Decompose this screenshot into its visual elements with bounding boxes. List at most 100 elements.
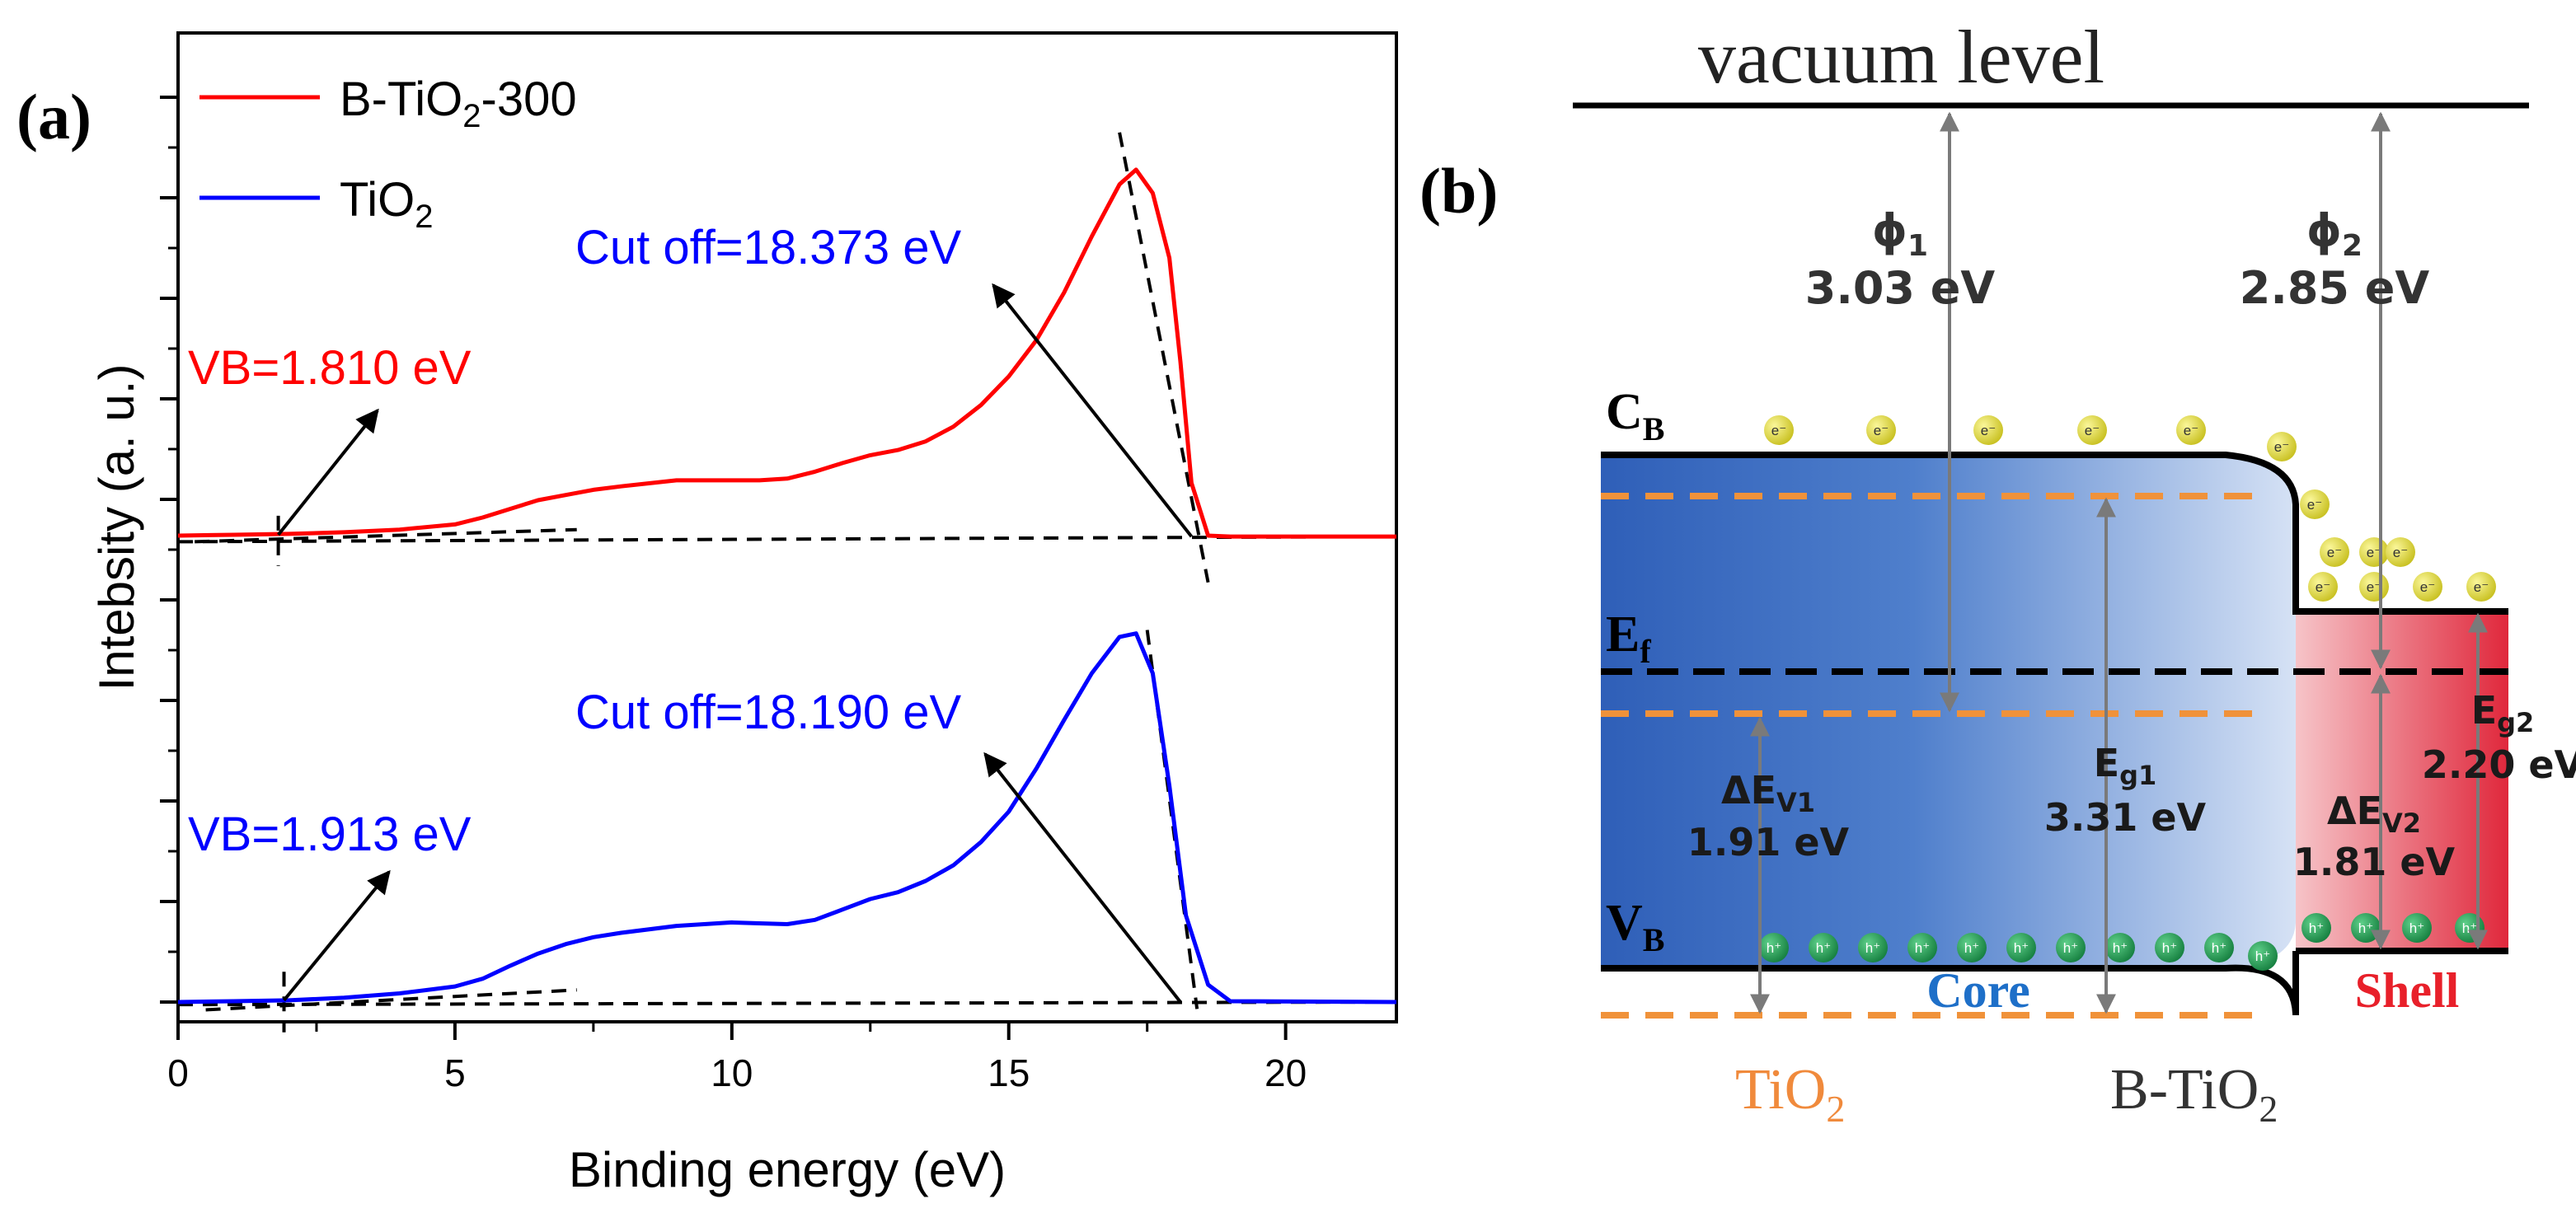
electron-symbol: e⁻: [2393, 545, 2408, 560]
hole-symbol: h⁺: [1915, 940, 1930, 956]
electron: [2308, 572, 2338, 602]
legend-label-tio2: TiO2: [340, 173, 434, 235]
vb-tangent-tio2: [205, 988, 577, 1012]
hole-symbol: h⁺: [1865, 940, 1880, 956]
hole-symbol: h⁺: [1964, 940, 1979, 956]
electron-symbol: e⁻: [2307, 497, 2322, 513]
hole: [2056, 933, 2086, 962]
cb-label: CB: [1606, 384, 1664, 447]
eg1-label: Eg1: [2094, 741, 2157, 791]
electron: [2320, 537, 2349, 567]
arrow-cutoff-tio2: [983, 752, 1182, 1004]
hole-symbol: h⁺: [2063, 940, 2078, 956]
eg1-value: 3.31 eV: [2044, 795, 2207, 840]
electron-symbol: e⁻: [2327, 545, 2342, 560]
phi2-value: 2.85 eV: [2240, 262, 2430, 314]
energy-arrows: [1750, 111, 2488, 1014]
hole-symbol: h⁺: [1767, 940, 1781, 956]
series-lines: [177, 167, 1397, 1005]
annotation-cutoff-b-tio2: Cut off=18.373 eV: [575, 221, 961, 274]
electron-symbol: e⁻: [2316, 579, 2330, 595]
electron: [1764, 415, 1794, 445]
electron: [2466, 572, 2496, 602]
core-label: Core: [1926, 963, 2030, 1018]
hole-symbol: h⁺: [2462, 920, 2477, 936]
annotation-cutoff-tio2: Cut off=18.190 eV: [575, 686, 961, 739]
shell-label: Shell: [2355, 963, 2460, 1018]
x-tick-label: 20: [1265, 1051, 1307, 1094]
phi2-label: ϕ2: [2306, 204, 2363, 263]
electron-symbol: e⁻: [1771, 423, 1786, 438]
electron: [1866, 415, 1896, 445]
holes: h⁺ h⁺ h⁺ h⁺ h⁺ h⁺ h⁺ h⁺ h⁺ h⁺ h⁺ h⁺ h⁺ h⁺ h⁺: [1759, 913, 2485, 971]
eg2-label: Eg2: [2471, 688, 2535, 738]
electron-symbol: e⁻: [2474, 579, 2489, 595]
hole: [1907, 933, 1937, 962]
baseline-b-tio2: [177, 535, 1397, 544]
ef-label: Ef: [1606, 606, 1651, 670]
electron-symbol: e⁻: [2085, 423, 2100, 438]
phi1-value: 3.03 eV: [1805, 262, 1996, 314]
hole: [2402, 913, 2432, 943]
hole-symbol: h⁺: [2309, 920, 2324, 936]
tio2-label: TiO2: [1735, 1058, 1845, 1130]
electron-symbol: e⁻: [1874, 423, 1889, 438]
hole-symbol: h⁺: [1816, 940, 1831, 956]
annotation-vb-b-tio2: VB=1.810 eV: [188, 341, 472, 395]
hole-symbol: h⁺: [2409, 920, 2424, 936]
legend: B-TiO2-300 TiO2: [199, 73, 577, 235]
hole-symbol: h⁺: [2255, 948, 2270, 964]
electron: [1973, 415, 2003, 445]
electron: [2300, 489, 2330, 519]
hole: [2302, 913, 2331, 943]
x-axis-label: Binding energy (eV): [569, 1142, 1006, 1197]
vb-tangent-b-tio2: [195, 527, 577, 544]
electron-symbol: e⁻: [1981, 423, 1996, 438]
x-tick-label: 0: [167, 1051, 189, 1094]
hole-symbol: h⁺: [2212, 940, 2226, 956]
hole: [2248, 941, 2278, 971]
x-axis-ticks: 0 5 10 15 20: [167, 1022, 1307, 1094]
electron-symbol: e⁻: [2420, 579, 2435, 595]
conduction-band-edge: [1601, 452, 2508, 615]
x-tick-label: 15: [988, 1051, 1030, 1094]
panel-a-chart: (a) 0 5 10 15 20 B-TiO2-300 TiO2 Cut off=18.…: [16, 31, 1398, 1197]
hole: [1858, 933, 1888, 962]
annotation-arrows: [277, 283, 1193, 1004]
electron: [2176, 415, 2206, 445]
delta-ev1-label: ΔEV1: [1721, 768, 1815, 818]
cutoff-tangent-b-tio2: [1118, 132, 1210, 583]
x-tick-label: 5: [444, 1051, 466, 1094]
hole: [2204, 933, 2234, 962]
y-axis-label: Intebsity (a. u.): [89, 364, 144, 691]
annotation-vb-tio2: VB=1.913 eV: [188, 808, 472, 861]
b-tio2-label: B-TiO2: [2110, 1058, 2278, 1130]
legend-label-b-tio2-300: B-TiO2-300: [340, 73, 577, 134]
arrow-vb-b-tio2: [277, 408, 379, 536]
x-tick-label: 10: [711, 1051, 753, 1094]
hole: [1957, 933, 1987, 962]
phi1-label: ϕ1: [1872, 204, 1928, 263]
vb-label: VB: [1606, 895, 1664, 958]
hole-symbol: h⁺: [2113, 940, 2128, 956]
hole: [2155, 933, 2184, 962]
arrow-vb-tio2: [282, 869, 391, 1002]
hole-symbol: h⁺: [2162, 940, 2177, 956]
hole-symbol: h⁺: [2014, 940, 2029, 956]
plot-frame: [176, 31, 1398, 1023]
electron-symbol: e⁻: [2274, 439, 2289, 455]
arrow-cutoff-b-tio2: [992, 283, 1193, 538]
panel-b-label: (b): [1419, 155, 1498, 227]
electron: [2267, 432, 2297, 461]
delta-ev2-label: ΔEV2: [2327, 789, 2421, 839]
hole: [1809, 933, 1838, 962]
series-line-b-tio2-300: [177, 167, 1396, 539]
panel-b-band-diagram: (b) vacuum level e⁻ e⁻ e⁻ e⁻ e⁻ e⁻ e⁻ e⁻ e⁻ e⁻ e⁻ e…: [1419, 15, 2576, 1130]
hole-symbol: h⁺: [2358, 920, 2373, 936]
delta-ev2-value: 1.81 eV: [2293, 840, 2456, 884]
delta-ev1-value: 1.91 eV: [1687, 820, 1850, 864]
electron: [2413, 572, 2442, 602]
eg2-value: 2.20 eV: [2422, 742, 2576, 787]
electron: [2077, 415, 2107, 445]
